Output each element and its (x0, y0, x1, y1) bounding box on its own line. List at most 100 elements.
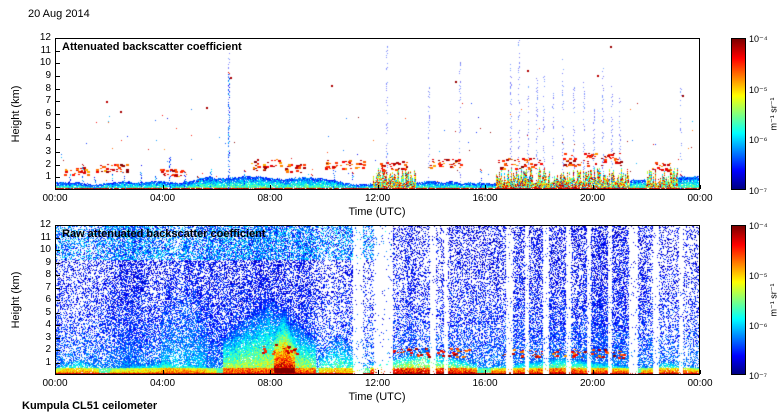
x-tick-label: 12:00 (364, 378, 391, 389)
y-tick-label: 4 (45, 133, 51, 145)
y-tick-label: 7 (45, 281, 51, 293)
panel-title-bottom: Raw attenuated backscatter coefficient (62, 228, 266, 240)
y-tick-label: 3 (45, 331, 51, 343)
y-tick-label: 5 (45, 120, 51, 132)
y-tick-label: 11 (40, 231, 51, 243)
y-tick-mark (56, 126, 60, 128)
y-tick-label: 6 (45, 294, 51, 305)
x-tick-mark (55, 185, 56, 189)
y-tick-mark (56, 63, 60, 65)
y-axis-label-bottom: Height (km) (10, 271, 22, 329)
y-tick-label: 12 (39, 32, 51, 43)
y-tick-mark (56, 50, 60, 52)
y-tick-label: 4 (45, 319, 51, 330)
y-tick-label: 9 (45, 70, 51, 81)
x-tick-label: 00:00 (687, 193, 713, 204)
x-tick-mark (55, 370, 56, 374)
x-tick-label: 04:00 (149, 378, 176, 389)
colorbar-top (731, 38, 746, 190)
y-tick-label: 8 (45, 82, 51, 94)
y-tick-mark (56, 362, 60, 364)
x-tick-mark (377, 185, 379, 189)
x-tick-mark (700, 370, 701, 374)
y-tick-mark (56, 164, 60, 166)
y-tick-mark (56, 350, 60, 351)
y-tick-mark (56, 114, 60, 115)
x-tick-mark (485, 370, 486, 374)
heatmap-canvas-raw (56, 226, 699, 374)
plot-area-raw-backscatter: Raw attenuated backscatter coefficient (55, 225, 700, 375)
colorbar-tick-label: 10⁻⁷ (749, 186, 768, 196)
colorbar-gradient-bottom (732, 226, 745, 374)
x-tick-mark (592, 185, 594, 189)
x-tick-label: 20:00 (579, 378, 606, 389)
y-tick-label: 1 (45, 171, 51, 183)
y-tick-mark (56, 262, 60, 264)
colorbar-tick-label: 10⁻⁵ (749, 84, 768, 95)
x-tick-label: 00:00 (687, 378, 713, 389)
y-tick-mark (56, 237, 60, 239)
x-tick-mark (700, 185, 701, 189)
y-tick-mark (56, 300, 60, 301)
y-tick-label: 6 (45, 108, 51, 119)
plot-area-attenuated-backscatter: Attenuated backscatter coefficient (55, 38, 700, 190)
y-tick-mark (56, 287, 60, 289)
y-tick-label: 3 (45, 146, 51, 157)
x-tick-label: 12:00 (364, 193, 391, 204)
y-tick-label: 1 (45, 356, 51, 368)
y-tick-mark (56, 325, 60, 326)
y-tick-mark (56, 312, 60, 314)
y-tick-mark (56, 337, 60, 339)
y-tick-label: 2 (45, 344, 51, 355)
y-tick-mark (56, 152, 60, 153)
y-tick-label: 10 (39, 244, 51, 255)
y-tick-label: 5 (45, 306, 51, 318)
x-tick-mark (270, 185, 271, 189)
y-tick-mark (56, 225, 60, 226)
panel-title-top: Attenuated backscatter coefficient (62, 41, 242, 53)
x-tick-label: 04:00 (149, 193, 176, 204)
x-tick-label: 08:00 (257, 193, 283, 204)
x-tick-mark (377, 370, 379, 374)
y-tick-label: 12 (39, 219, 51, 230)
x-tick-label: 00:00 (42, 193, 68, 204)
y-tick-label: 2 (45, 158, 51, 170)
colorbar-tick-label: 10⁻⁷ (749, 371, 768, 381)
colorbar-gradient-top (732, 39, 745, 189)
colorbar-unit-label-bottom: m⁻¹ sr⁻¹ (768, 283, 779, 317)
y-tick-label: 11 (40, 44, 51, 56)
y-tick-mark (56, 139, 60, 141)
y-tick-label: 9 (45, 256, 51, 268)
y-axis-label-top: Height (km) (10, 85, 22, 143)
y-tick-label: 8 (45, 269, 51, 280)
y-tick-mark (56, 177, 60, 179)
colorbar-unit-label-top: m⁻¹ sr⁻¹ (768, 97, 779, 131)
colorbar-tick-label: 10⁻⁵ (749, 271, 768, 281)
y-tick-mark (56, 76, 60, 77)
x-tick-mark (592, 370, 594, 374)
x-tick-label: 00:00 (42, 378, 68, 389)
x-tick-mark (162, 185, 164, 189)
x-tick-mark (485, 185, 486, 189)
x-tick-label: 20:00 (579, 193, 606, 204)
colorbar-tick-label: 10⁻⁶ (749, 321, 768, 331)
y-tick-mark (56, 38, 60, 39)
heatmap-canvas-attenuated (56, 39, 699, 189)
colorbar-bottom (731, 225, 746, 375)
colorbar-tick-label: 10⁻⁶ (749, 135, 768, 146)
x-tick-mark (162, 370, 164, 374)
y-tick-label: 10 (39, 57, 51, 69)
y-tick-mark (56, 275, 60, 276)
x-tick-label: 08:00 (257, 378, 283, 389)
x-axis-label-bottom: Time (UTC) (348, 391, 406, 403)
x-tick-label: 16:00 (472, 193, 498, 204)
instrument-label: Kumpula CL51 ceilometer (22, 400, 158, 412)
colorbar-tick-label: 10⁻⁴ (749, 221, 768, 231)
date-label: 20 Aug 2014 (28, 8, 90, 20)
x-tick-mark (270, 370, 271, 374)
x-axis-label-top: Time (UTC) (348, 206, 406, 218)
y-tick-mark (56, 101, 60, 103)
colorbar-tick-label: 10⁻⁴ (749, 34, 768, 44)
y-tick-mark (56, 88, 60, 90)
